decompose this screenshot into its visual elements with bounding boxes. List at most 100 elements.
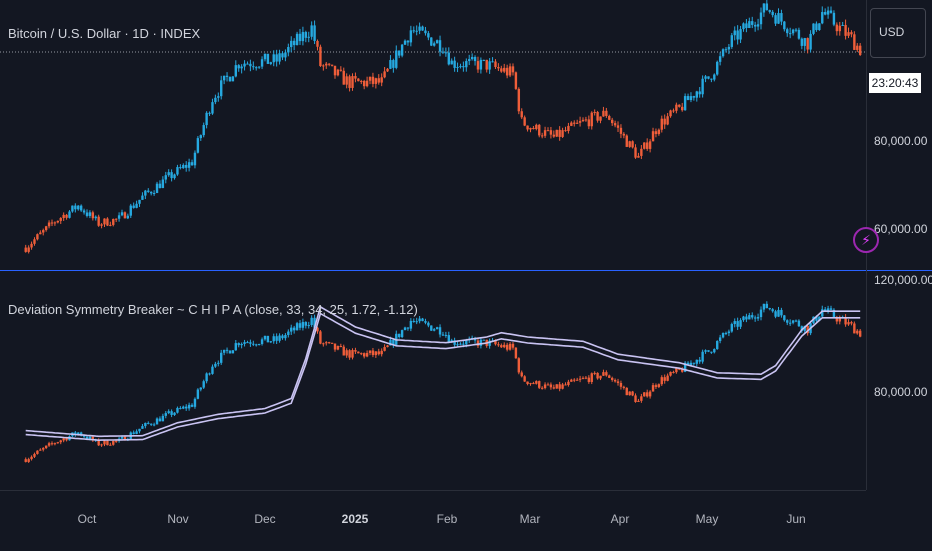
indicator-candle-body: [561, 384, 564, 389]
time-scale[interactable]: [0, 490, 866, 551]
indicator-candle-body: [526, 381, 529, 385]
indicator-candle-body: [190, 404, 194, 407]
candle-body: [112, 218, 115, 225]
candle-body: [538, 124, 541, 136]
indicator-candle-body: [266, 335, 270, 343]
indicator-candle-body: [564, 384, 567, 386]
candle-body: [716, 61, 719, 75]
indicator-legend[interactable]: Deviation Symmetry Breaker ~ C H I P A (…: [8, 302, 418, 317]
candle-body: [406, 40, 410, 43]
candle-body: [164, 175, 167, 180]
candle-body: [663, 118, 666, 125]
candle-body: [205, 112, 208, 126]
indicator-candle-body: [549, 384, 553, 388]
candle-body: [616, 125, 620, 128]
candle-body: [196, 138, 200, 153]
indicator-candle-body: [850, 322, 853, 324]
indicator-candle-body: [176, 407, 179, 413]
currency-button[interactable]: USD: [870, 8, 926, 58]
indicator-candle-body: [179, 407, 182, 409]
indicator-candle-body: [310, 317, 313, 326]
candle-body: [657, 129, 661, 135]
indicator-candle-body: [164, 413, 167, 416]
candle-body: [698, 91, 701, 95]
candle-body: [786, 29, 789, 34]
indicator-candle-body: [47, 443, 51, 446]
indicator-candle-body: [167, 411, 170, 414]
candle-body: [231, 76, 235, 82]
candle-body: [803, 38, 806, 46]
indicator-candle-body: [826, 308, 830, 311]
indicator-candle-body: [832, 309, 836, 318]
candle-body: [856, 45, 859, 50]
candle-body: [94, 216, 97, 219]
candle-body: [529, 127, 532, 130]
candle-body: [345, 76, 348, 85]
candle-body: [610, 119, 614, 124]
candle-body: [187, 162, 191, 168]
indicator-candle-body: [185, 406, 188, 409]
indicator-candle-body: [724, 332, 728, 334]
indicator-candle-body: [762, 303, 766, 310]
lightning-icon[interactable]: ⚡: [853, 227, 879, 253]
indicator-candle-body: [608, 375, 611, 378]
indicator-candle-body: [733, 321, 736, 325]
indicator-candle-body: [523, 376, 526, 382]
candle-body: [575, 122, 579, 124]
candle-body: [97, 216, 100, 226]
indicator-candle-body: [330, 342, 334, 344]
indicator-candle-body: [602, 372, 605, 376]
indicator-candle-body: [304, 322, 308, 326]
indicator-candle-body: [386, 345, 389, 348]
symbol-title[interactable]: Bitcoin / U.S. Dollar · 1D · INDEX: [8, 26, 201, 41]
indicator-candle-body: [511, 343, 515, 348]
candle-body: [287, 47, 290, 53]
candle-body: [85, 212, 89, 216]
candle-body: [654, 131, 658, 135]
candle-body: [351, 76, 354, 88]
indicator-candle-body: [427, 322, 430, 326]
candle-body: [692, 96, 696, 98]
candle-body: [77, 205, 80, 210]
candle-body: [526, 125, 529, 130]
indicator-candle-body: [260, 339, 264, 345]
candle-body: [182, 165, 185, 169]
candle-body: [853, 34, 856, 50]
indicator-candle-body: [196, 389, 200, 399]
candle-body: [208, 112, 211, 114]
candle-body: [360, 80, 363, 82]
indicator-candle-body: [336, 346, 340, 350]
pane-divider-scale: [866, 270, 932, 271]
candle-body: [724, 49, 728, 51]
indicator-candle-body: [645, 392, 649, 397]
indicator-candle-body: [558, 384, 561, 389]
candle-body: [669, 110, 672, 117]
indicator-candle-body: [689, 362, 693, 366]
candle-body: [844, 24, 847, 36]
candle-body: [397, 50, 401, 56]
indicator-candle-body: [112, 440, 115, 445]
candle-body: [42, 230, 45, 233]
indicator-candle-body: [797, 320, 801, 327]
indicator-candle-body: [500, 345, 503, 348]
candle-body: [508, 66, 512, 76]
indicator-candle-body: [231, 350, 235, 354]
candle-body: [415, 30, 418, 32]
indicator-candle-body: [587, 377, 591, 382]
indicator-candle-body: [412, 320, 415, 322]
candle-body: [281, 53, 284, 58]
candle-body: [62, 214, 65, 219]
indicator-candle-body: [193, 398, 197, 407]
candle-body: [79, 205, 83, 211]
indicator-candle-body: [380, 350, 383, 355]
candle-body: [780, 13, 783, 22]
pane-divider[interactable]: [0, 270, 866, 271]
indicator-candle-body: [584, 377, 588, 379]
x-tick-label: May: [695, 512, 719, 526]
candle-body: [132, 205, 135, 208]
indicator-candle-body: [287, 331, 290, 336]
indicator-candle-body: [187, 404, 191, 409]
candle-body: [234, 65, 238, 77]
indicator-candle-body: [835, 317, 839, 322]
